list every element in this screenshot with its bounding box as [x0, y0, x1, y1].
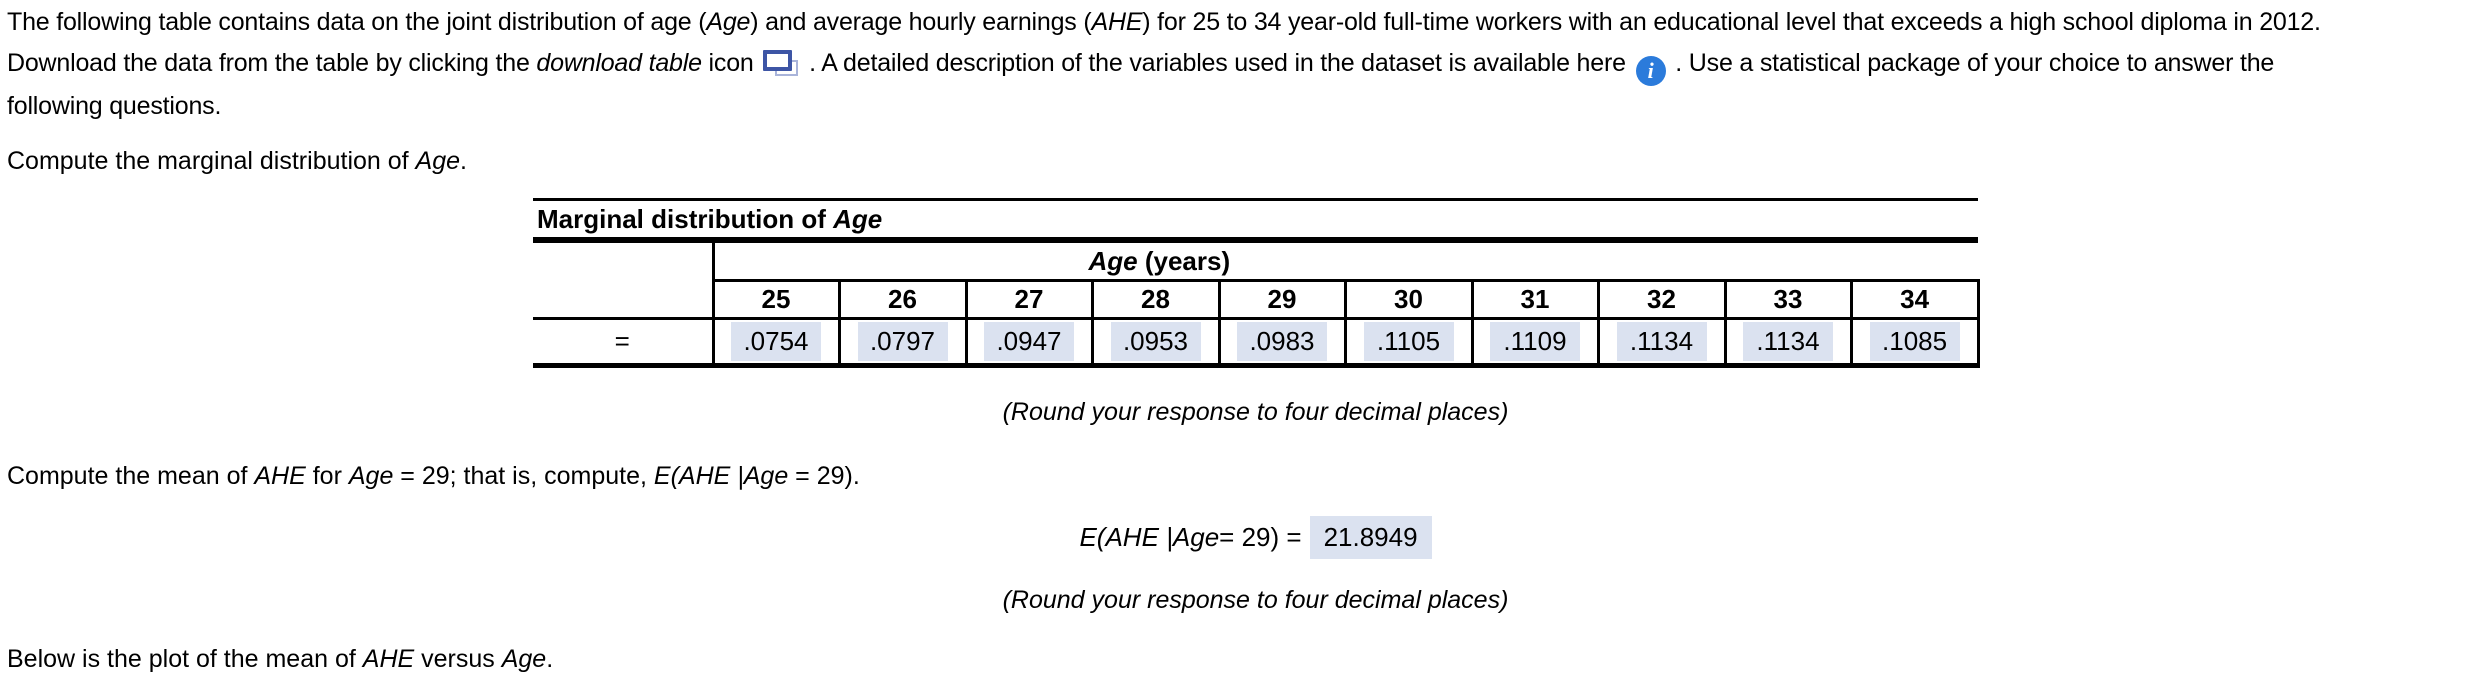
answer-field-age-31[interactable]: .1109: [1490, 322, 1580, 361]
question-marginal-distribution: Compute the marginal distribution of Age…: [7, 147, 467, 176]
answer-field-age-28[interactable]: .0953: [1110, 322, 1201, 361]
question-text: for: [305, 462, 349, 490]
age-years-group-header: Age (years): [711, 240, 1979, 282]
intro-line-2: Download the data from the table by clic…: [7, 43, 2321, 86]
equals-text: = 29) =: [1219, 522, 1302, 552]
answer-field-age-32[interactable]: .1134: [1616, 322, 1707, 361]
intro-text: ) and average hourly earnings (: [750, 8, 1092, 36]
stub-cell-empty: [533, 281, 713, 319]
equals-sign-cell: =: [533, 317, 713, 368]
var-ahe: AHE: [1091, 8, 1143, 36]
round-note-2: (Round your response to four decimal pla…: [1002, 586, 1509, 614]
answer-field-age-25[interactable]: .0754: [731, 322, 821, 361]
age-column-header: 30: [1343, 280, 1472, 319]
caption-text: Below is the plot of the mean of: [7, 645, 363, 673]
expectation-expression: E(AHE |Age: [653, 462, 789, 490]
var-age: Age: [706, 8, 751, 36]
marginal-distribution-table: Marginal distribution of Age Age (years)…: [533, 198, 1980, 368]
question-text: Compute the marginal distribution of: [7, 147, 416, 175]
expectation-expression: E(AHE |Age: [1079, 522, 1220, 552]
conditional-mean-answer-line: E(AHE |Age = 29) = 21.8949: [533, 516, 1978, 559]
var-ahe: AHE: [254, 462, 306, 490]
info-icon[interactable]: i: [1635, 56, 1666, 86]
value-cell: .0754: [711, 317, 839, 368]
var-age: Age: [501, 645, 547, 673]
stub-cell-empty: [533, 240, 713, 281]
var-ahe: AHE: [362, 645, 415, 673]
value-cell: .1134: [1596, 317, 1725, 368]
value-cell: .1105: [1343, 317, 1472, 368]
answer-field-age-34[interactable]: .1085: [1869, 322, 1960, 361]
value-cell: .0983: [1217, 317, 1345, 368]
var-age: Age: [833, 203, 883, 234]
value-cell: .0947: [964, 317, 1092, 368]
years-label: (years): [1137, 245, 1231, 276]
intro-text: icon: [701, 49, 761, 77]
value-cell: .0953: [1090, 317, 1219, 368]
intro-text: . Use a statistical package of your choi…: [1668, 49, 2275, 77]
download-table-label: download table: [536, 49, 702, 77]
plot-caption: Below is the plot of the mean of AHE ver…: [7, 645, 553, 674]
intro-text: The following table contains data on the…: [7, 8, 707, 36]
table-age-header-row: 25 26 27 28 29 30 31 32 33 34: [533, 280, 1980, 319]
age-column-header: 26: [837, 280, 966, 319]
age-column-header: 34: [1849, 280, 1980, 319]
intro-line-1: The following table contains data on the…: [7, 2, 2321, 43]
value-cell: .1134: [1723, 317, 1851, 368]
caption-text: .: [546, 645, 554, 673]
download-table-icon[interactable]: [762, 49, 800, 77]
age-column-header: 31: [1470, 280, 1598, 319]
intro-line-3: following questions.: [7, 86, 2321, 127]
question-text: = 29; that is, compute,: [393, 462, 654, 490]
var-age: Age: [415, 147, 461, 175]
age-column-header: 27: [964, 280, 1092, 319]
answer-field-age-30[interactable]: .1105: [1363, 322, 1454, 361]
intro-text: Download the data from the table by clic…: [7, 49, 537, 77]
question-text: .: [460, 147, 467, 175]
value-cell: .1109: [1470, 317, 1598, 368]
question-conditional-mean: Compute the mean of AHE for Age = 29; th…: [7, 462, 860, 491]
answer-field-age-33[interactable]: .1134: [1743, 322, 1833, 361]
age-column-header: 33: [1723, 280, 1851, 319]
round-note-1: (Round your response to four decimal pla…: [1002, 398, 1509, 426]
question-text: = 29).: [788, 462, 860, 490]
age-column-header: 28: [1090, 280, 1219, 319]
table-title-row: Marginal distribution of Age: [533, 198, 1979, 243]
table-title: Marginal distribution of Age: [533, 198, 1979, 243]
intro-text: ) for 25 to 34 year-old full-time worker…: [1142, 8, 2321, 36]
age-years-label: Age (years): [1089, 246, 1231, 277]
intro-text: following questions.: [7, 92, 222, 120]
answer-field-age-26[interactable]: .0797: [857, 322, 948, 361]
marginal-distribution-table-grid: Marginal distribution of Age Age (years)…: [533, 198, 1980, 368]
table-values-row: = .0754 .0797 .0947 .0953 .0983 .1105 .1…: [533, 317, 1980, 368]
answer-field-age-29[interactable]: .0983: [1237, 322, 1327, 361]
answer-field-conditional-mean[interactable]: 21.8949: [1309, 516, 1432, 559]
var-age: Age: [348, 462, 394, 490]
value-cell: .1085: [1849, 317, 1980, 368]
age-column-header: 29: [1217, 280, 1345, 319]
var-age: Age: [1088, 245, 1138, 276]
answer-field-age-27[interactable]: .0947: [984, 322, 1074, 361]
problem-statement: The following table contains data on the…: [7, 2, 2321, 127]
table-title-text: Marginal distribution of: [537, 203, 834, 234]
table-group-header-row: Age (years): [533, 240, 1979, 282]
value-cell: .0797: [837, 317, 966, 368]
caption-text: versus: [414, 645, 502, 673]
age-column-header: 25: [711, 280, 839, 319]
age-column-header: 32: [1596, 280, 1725, 319]
question-text: Compute the mean of: [7, 462, 255, 490]
intro-text: . A detailed description of the variable…: [802, 49, 1633, 77]
download-table-icon-front: [763, 50, 793, 71]
